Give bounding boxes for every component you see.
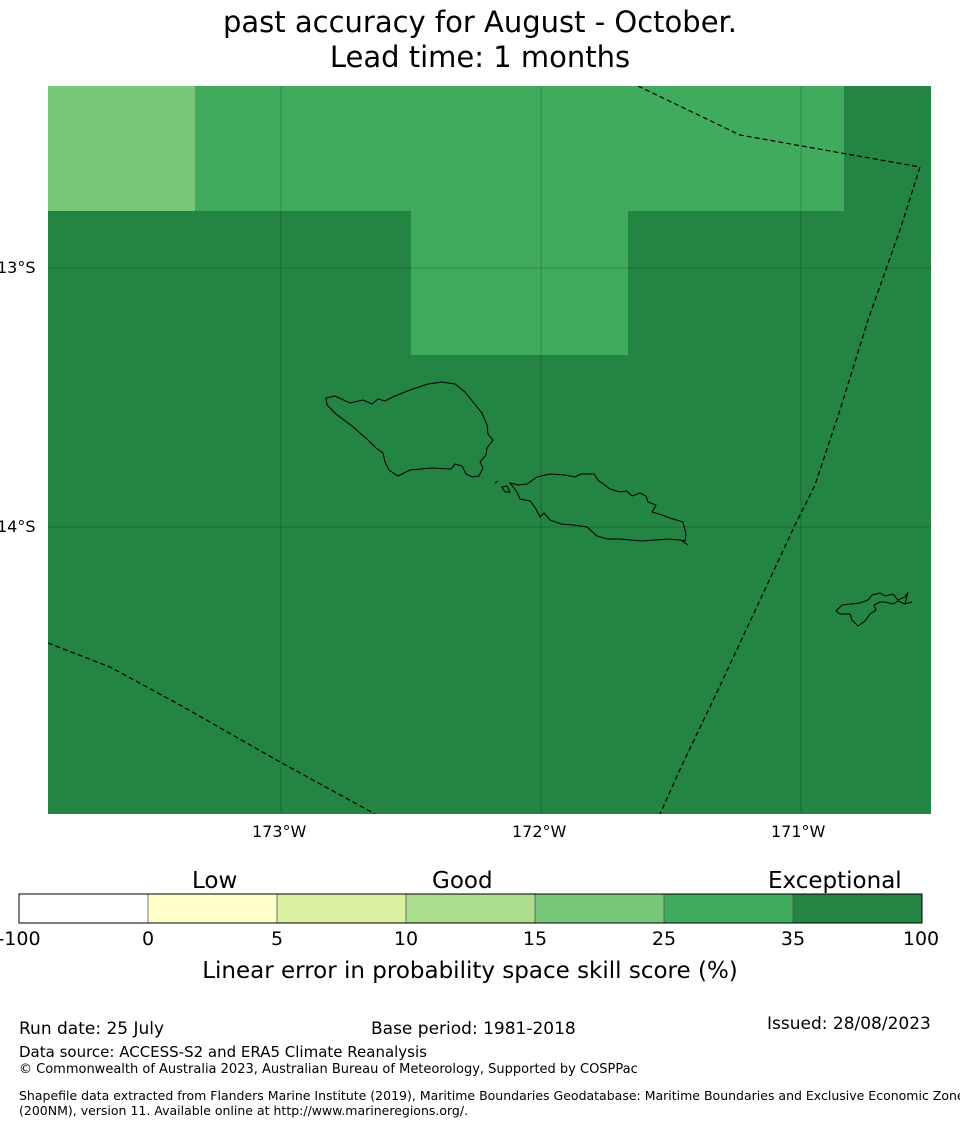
skill-cell-high-top-band: [195, 86, 844, 211]
colorbar-tick: 0: [141, 928, 155, 950]
colorbar-segment: [406, 894, 535, 923]
skill-cell-good-top-left: [48, 86, 195, 211]
chart-title-line-1: past accuracy for August - October.: [222, 5, 738, 39]
colorbar-segment: [19, 894, 148, 923]
lat-label-13s: 13°S: [0, 258, 36, 277]
colorbar-segment: [277, 894, 406, 923]
islet-apolima: [501, 485, 511, 493]
lon-label-173w: 173°W: [252, 822, 307, 841]
colorbar-segment: [535, 894, 664, 923]
colorbar-outline: [18, 893, 923, 924]
maritime-boundary-lines: [48, 86, 921, 814]
map-area: [48, 86, 931, 814]
run-date: Run date: 25 July: [19, 1019, 165, 1039]
lon-label-171w: 171°W: [771, 822, 826, 841]
colorbar-tick: 35: [780, 928, 806, 950]
data-source: Data source: ACCESS-S2 and ERA5 Climate …: [19, 1043, 427, 1061]
lon-label-172w: 172°W: [512, 822, 567, 841]
coastlines: [325, 381, 913, 627]
colorbar-tick: 5: [270, 928, 284, 950]
copyright: © Commonwealth of Australia 2023, Austra…: [19, 1062, 638, 1077]
colorbar-tick: 100: [902, 928, 940, 950]
skill-cell-high-center: [411, 211, 628, 355]
colorbar-segment: [793, 894, 922, 923]
colorbar-tick: 10: [393, 928, 419, 950]
graticule: [48, 86, 931, 814]
colorbar-tick: -100: [0, 928, 41, 950]
colorbar-segment: [664, 894, 793, 923]
lat-label-14s: 14°S: [0, 517, 36, 536]
chart-title-line-2: Lead time: 1 months: [329, 40, 631, 74]
shapefile-credit-line-2: (200NM), version 11. Available online at…: [19, 1103, 469, 1118]
issued-date: Issued: 28/08/2023: [767, 1014, 931, 1034]
colorbar-category-exceptional: Exceptional: [768, 868, 902, 894]
island-tutuila: [835, 591, 909, 627]
colorbar-segment: [148, 894, 277, 923]
colorbar-tick: 15: [522, 928, 548, 950]
colorbar-tick: 25: [651, 928, 677, 950]
colorbar-category-low: Low: [192, 868, 238, 894]
colorbar-axis-label: Linear error in probability space skill …: [202, 958, 738, 984]
island-upolu: [508, 473, 687, 542]
colorbar: [18, 893, 923, 924]
colorbar-category-good: Good: [432, 868, 493, 894]
shapefile-credit-line-1: Shapefile data extracted from Flanders M…: [19, 1088, 960, 1103]
base-period: Base period: 1981-2018: [371, 1019, 576, 1039]
island-savaii: [325, 381, 494, 478]
